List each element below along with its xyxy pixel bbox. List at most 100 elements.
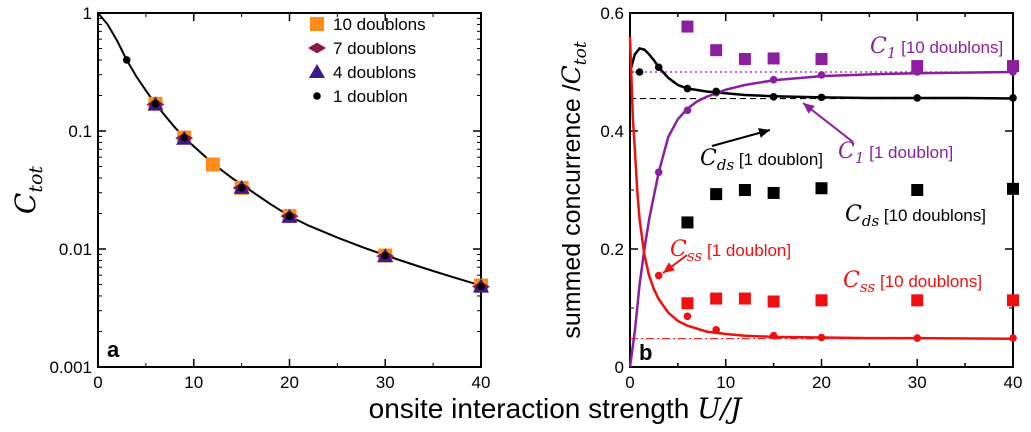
- data-point: [1009, 94, 1017, 102]
- legend-marker: [310, 17, 324, 31]
- data-point: [913, 334, 922, 342]
- data-point: [769, 331, 778, 340]
- x-tick-label: 30: [908, 373, 927, 392]
- x-tick-label: 20: [812, 373, 831, 392]
- data-point: [817, 71, 826, 79]
- panel-b-ticks: 0 10 20 30 40 0 0.2 0.4 0.6: [600, 4, 1022, 392]
- y-tick-label: 0.01: [59, 240, 92, 259]
- legend-label: 4 doublons: [333, 63, 416, 82]
- data-point: [683, 312, 692, 321]
- data-point: [710, 188, 723, 201]
- data-point: [913, 94, 922, 102]
- data-point: [681, 297, 694, 310]
- x-tick-label: 0: [93, 373, 102, 392]
- x-tick-label: 40: [472, 373, 491, 392]
- data-point: [738, 53, 751, 66]
- data-point: [738, 292, 751, 305]
- data-point: [911, 294, 924, 307]
- data-point: [1007, 60, 1019, 73]
- data-point: [654, 63, 663, 72]
- data-point: [710, 44, 723, 57]
- arrow-head: [758, 128, 770, 138]
- arrow-head: [663, 262, 675, 273]
- annotation-label: Cds [1 doublon]: [700, 146, 823, 174]
- annotation-label: Cds [10 doublons]: [845, 202, 986, 230]
- panel-a-frame: [97, 12, 482, 368]
- y-tick-label: 0.4: [600, 122, 624, 141]
- legend-label: 7 doublons: [333, 39, 416, 58]
- data-point: [681, 20, 694, 33]
- data-point: [817, 333, 826, 342]
- data-point: [1009, 68, 1017, 76]
- y-tick-label: 0.2: [600, 240, 624, 259]
- legend-label: 10 doublons: [333, 15, 426, 34]
- data-point: [769, 75, 778, 84]
- panel-a-label: a: [107, 337, 120, 362]
- data-point: [913, 68, 922, 76]
- y-tick-label: 1: [83, 4, 92, 23]
- data-point: [769, 92, 778, 101]
- data-point: [654, 168, 663, 177]
- panel-b-arrows: [662, 102, 854, 274]
- y-tick-label: 0.1: [68, 122, 92, 141]
- legend-marker: [308, 63, 326, 79]
- data-point: [477, 282, 485, 291]
- data-point: [635, 68, 644, 76]
- y-tick-label: 0.6: [600, 4, 624, 23]
- data-point: [285, 212, 294, 220]
- panel-a-marks: [122, 56, 490, 293]
- x-tick-label: 20: [280, 373, 299, 392]
- data-point: [151, 100, 160, 108]
- data-point: [205, 157, 220, 172]
- data-point: [683, 106, 692, 115]
- panel-b-annotations: C1 [10 doublons] C1 [1 doublon] Cds [1 dou…: [670, 34, 1003, 296]
- panel-a-legend: 10 doublons 7 doublons 4 doublons 1 doublon: [308, 15, 426, 106]
- data-point: [180, 133, 188, 142]
- panel-b-label: b: [639, 340, 652, 365]
- y-tick-label: 0.001: [49, 358, 92, 377]
- data-point: [738, 184, 751, 196]
- data-point: [681, 216, 694, 229]
- data-point: [911, 184, 924, 196]
- legend-marker: [308, 42, 326, 54]
- data-point: [237, 184, 246, 192]
- annotation-label: Css [10 doublons]: [843, 268, 982, 296]
- panel-a-fit-curve: [97, 12, 482, 287]
- data-point: [1009, 334, 1017, 342]
- data-point: [712, 87, 720, 96]
- data-point: [381, 251, 390, 260]
- y-tick-label: 0: [615, 358, 624, 377]
- x-axis-label: onsite interaction strength U/J: [369, 392, 743, 425]
- data-point: [767, 295, 780, 308]
- data-point: [1007, 294, 1019, 307]
- x-tick-label: 10: [716, 373, 735, 392]
- data-point: [815, 182, 828, 195]
- data-point: [817, 93, 826, 102]
- legend-label: 1 doublon: [333, 87, 408, 106]
- annotation-label: Css [1 doublon]: [670, 237, 791, 265]
- panel-b-y-axis-label: summed concurrence /Ctot: [557, 41, 591, 338]
- data-point: [683, 84, 692, 93]
- x-tick-label: 0: [625, 373, 634, 392]
- data-point: [815, 53, 828, 66]
- legend-marker: [313, 92, 321, 100]
- data-point: [712, 326, 720, 334]
- data-point: [767, 52, 780, 65]
- panel-b-marks: [635, 20, 1019, 342]
- data-point: [654, 271, 663, 280]
- panel-a-y-axis-label: Ctot: [9, 166, 47, 215]
- data-point: [815, 294, 828, 307]
- arrow-head: [803, 103, 815, 114]
- x-tick-label: 30: [376, 373, 395, 392]
- fit-curve: [628, 70, 1014, 368]
- fit-curve: [628, 36, 1014, 340]
- data-point: [710, 292, 723, 305]
- annotation-label: C1 [1 doublon]: [838, 139, 953, 167]
- data-point: [911, 60, 924, 73]
- panel-a: 0 10 20 30 40 1 0.1 0.01 0.001 10 doublons 7 doub…: [9, 4, 490, 392]
- data-point: [122, 56, 131, 64]
- data-point: [1007, 182, 1019, 195]
- x-tick-label: 10: [184, 373, 203, 392]
